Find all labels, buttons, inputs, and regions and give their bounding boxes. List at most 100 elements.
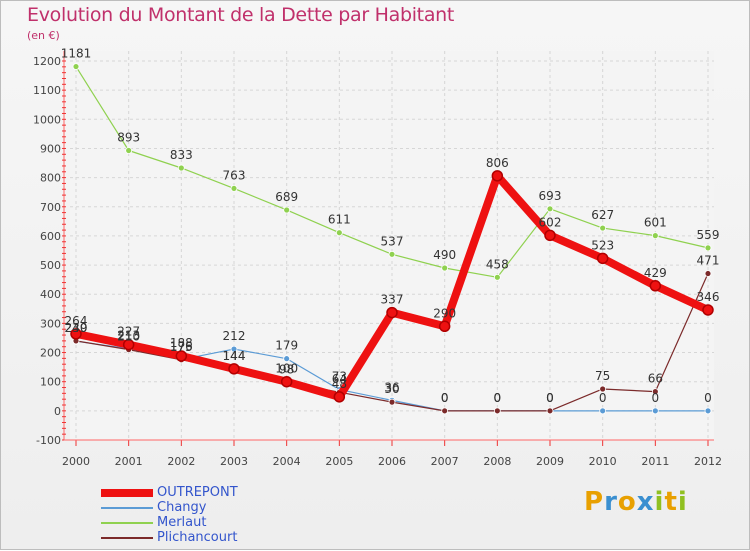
data-point-outrepont	[228, 363, 240, 375]
data-point-outrepont	[333, 391, 346, 403]
y-tick-label: -100	[36, 434, 61, 447]
data-point-merlaut	[283, 206, 291, 214]
y-tick-label: 300	[40, 317, 61, 330]
data-point-plichancourt	[388, 398, 396, 406]
logo-letter: P	[584, 487, 605, 517]
data-label-plichancourt: 471	[697, 254, 720, 268]
data-label-changy: 213	[117, 329, 140, 343]
data-label-merlaut: 693	[539, 189, 562, 203]
data-point-merlaut	[546, 205, 554, 213]
data-point-plichancourt	[493, 407, 501, 415]
y-tick-label: 700	[40, 201, 61, 214]
data-label-changy: 176	[170, 340, 193, 354]
logo-letter: t	[664, 487, 678, 517]
logo-letter: i	[677, 487, 688, 517]
x-tick-label: 2006	[378, 455, 406, 468]
data-label-merlaut: 763	[223, 168, 246, 182]
x-tick-label: 2001	[115, 455, 143, 468]
data-point-plichancourt	[651, 388, 659, 396]
data-point-outrepont	[702, 304, 714, 316]
data-point-outrepont	[70, 328, 82, 340]
data-label-changy: 0	[704, 391, 712, 405]
data-label-merlaut: 559	[697, 228, 720, 242]
x-tick-label: 2009	[536, 455, 564, 468]
y-tick-label: 800	[40, 172, 61, 185]
data-label-merlaut: 458	[486, 257, 509, 271]
logo-letter: x	[636, 487, 655, 517]
y-tick-label: 200	[40, 347, 61, 360]
data-label-outrepont: 806	[486, 156, 509, 170]
data-label-changy: 239	[65, 321, 88, 335]
data-point-merlaut	[72, 63, 80, 70]
legend-label-plichancourt: Plichancourt	[157, 530, 238, 545]
data-label-outrepont: 227	[117, 325, 140, 339]
x-tick-label: 2003	[220, 455, 248, 468]
legend-swatch-merlaut	[101, 522, 153, 524]
data-label-plichancourt: 64	[332, 372, 347, 386]
data-label-outrepont: 337	[381, 293, 404, 307]
data-label-plichancourt: 240	[65, 321, 88, 335]
data-label-plichancourt: 75	[595, 369, 610, 383]
data-point-plichancourt	[441, 407, 449, 415]
data-point-merlaut	[388, 250, 396, 258]
y-tick-label: 100	[40, 376, 61, 389]
data-label-plichancourt: 0	[494, 391, 502, 405]
data-label-outrepont: 602	[539, 215, 562, 229]
data-point-merlaut	[651, 232, 659, 240]
data-point-changy	[599, 407, 607, 415]
x-tick-label: 2004	[273, 455, 301, 468]
x-tick-label: 2010	[589, 455, 617, 468]
data-label-changy: 179	[275, 339, 298, 353]
data-label-changy: 0	[494, 391, 502, 405]
data-label-merlaut: 689	[275, 190, 298, 204]
data-label-plichancourt: 175	[170, 340, 193, 354]
data-point-outrepont	[491, 170, 504, 182]
logo-letter: i	[654, 487, 665, 517]
data-label-changy: 0	[546, 391, 554, 405]
data-point-changy	[283, 355, 291, 363]
x-tick-label: 2008	[483, 455, 511, 468]
data-label-outrepont: 100	[275, 362, 298, 376]
data-label-plichancourt: 210	[117, 330, 140, 344]
data-label-changy: 73	[332, 370, 347, 384]
y-tick-label: 1200	[33, 55, 61, 68]
data-label-plichancourt: 0	[441, 391, 449, 405]
legend-swatch-plichancourt	[101, 537, 153, 539]
y-tick-label: 400	[40, 288, 61, 301]
data-label-changy: 0	[652, 391, 660, 405]
data-label-merlaut: 601	[644, 216, 667, 230]
data-label-outrepont: 188	[170, 336, 193, 350]
data-label-merlaut: 611	[328, 213, 351, 227]
y-tick-label: 1000	[33, 113, 61, 126]
data-point-changy	[651, 407, 659, 415]
data-label-plichancourt: 144	[223, 349, 246, 363]
legend-swatch-changy	[101, 507, 153, 509]
legend-label-changy: Changy	[157, 500, 207, 515]
data-label-outrepont: 346	[697, 290, 720, 304]
data-point-outrepont	[122, 338, 135, 351]
data-point-outrepont	[596, 252, 609, 265]
x-tick-label: 2005	[325, 455, 353, 468]
y-tick-label: 1100	[33, 84, 61, 97]
data-point-merlaut	[704, 244, 712, 252]
data-point-merlaut	[177, 164, 185, 172]
legend-swatch-outrepont	[101, 489, 153, 497]
data-point-merlaut	[599, 224, 607, 232]
data-point-merlaut	[441, 264, 449, 272]
data-point-plichancourt	[546, 407, 554, 415]
data-label-merlaut: 893	[117, 131, 140, 145]
x-tick-label: 2002	[167, 455, 195, 468]
data-point-changy	[230, 345, 238, 353]
data-point-merlaut	[125, 147, 133, 154]
proxiti-logo: Proxiti	[584, 487, 688, 517]
data-point-outrepont	[280, 375, 293, 388]
logo-letter: o	[617, 487, 637, 517]
unit-label: (en €)	[27, 29, 60, 42]
data-label-outrepont: 429	[644, 266, 667, 280]
data-point-outrepont	[544, 229, 556, 242]
data-point-outrepont	[175, 350, 188, 362]
data-label-merlaut: 833	[170, 148, 193, 162]
data-label-changy: 0	[441, 391, 449, 405]
data-label-changy: 0	[599, 391, 607, 405]
data-label-changy: 36	[384, 380, 399, 394]
